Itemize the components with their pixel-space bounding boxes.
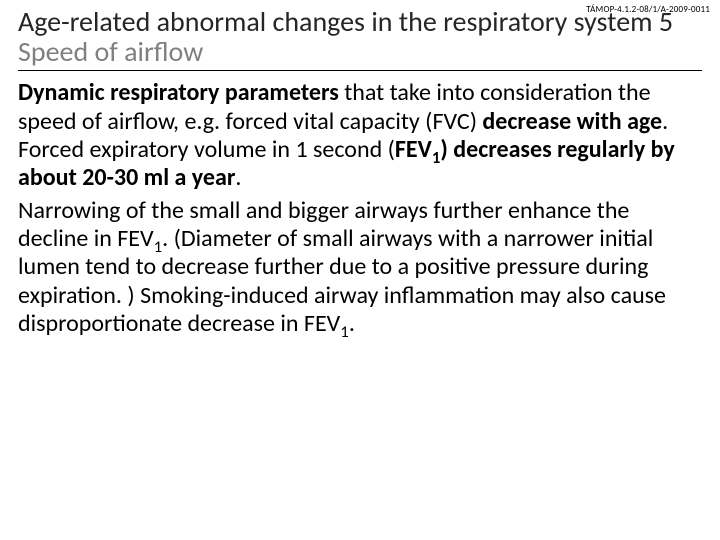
- slide-subtitle: Speed of airflow: [18, 36, 702, 68]
- sub-1b: 1: [340, 321, 349, 342]
- emph-decrease-age: decrease with age: [482, 107, 662, 136]
- text-run: .: [235, 163, 241, 192]
- body-text: Dynamic respiratory parameters that take…: [18, 79, 702, 338]
- project-code: TÁMOP-4.1.2-08/1/A-2009-0011: [586, 4, 710, 15]
- title-block: Age-related abnormal changes in the resp…: [18, 6, 702, 68]
- paragraph-2: Narrowing of the small and bigger airway…: [18, 197, 702, 339]
- emph-fev: FEV: [395, 135, 432, 164]
- paragraph-1: Dynamic respiratory parameters that take…: [18, 79, 702, 192]
- slide: TÁMOP-4.1.2-08/1/A-2009-0011 Age-related…: [0, 0, 720, 540]
- emph-dynamic-params: Dynamic respiratory parameters: [18, 78, 339, 107]
- text-run: .: [349, 309, 355, 338]
- title-divider: [18, 70, 702, 71]
